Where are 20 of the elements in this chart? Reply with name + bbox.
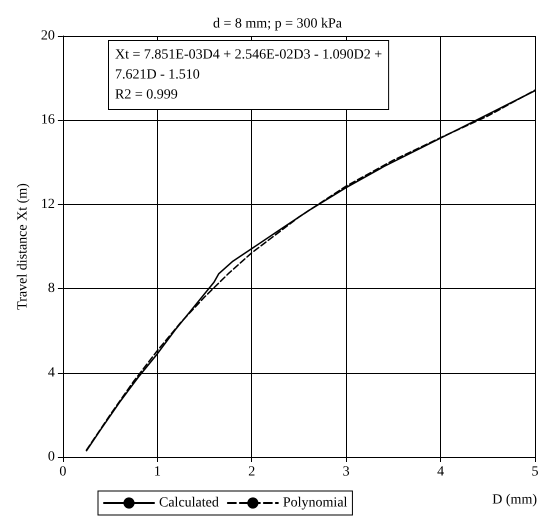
x-tick-label: 5 — [532, 464, 538, 480]
y-tick-label: 0 — [48, 450, 55, 464]
x-tick-label: 4 — [437, 464, 444, 480]
x-tick-label: 0 — [59, 464, 66, 480]
y-tick-label: 16 — [40, 112, 55, 128]
y-axis-title: Travel distance Xt (m) — [16, 182, 30, 310]
annotation: Xt = 7.851E-03D4 + 2.546E-02D3 - 1.090D2 + — [115, 48, 382, 62]
legend-label: Polynomial — [282, 496, 348, 510]
y-tick-label: 8 — [48, 281, 55, 296]
y-tick-label: 12 — [40, 196, 55, 212]
x-axis-title: D (mm) — [492, 492, 538, 508]
y-tick-label: 4 — [48, 365, 55, 380]
x-tick-label: 3 — [342, 464, 350, 480]
annotation: R2 = 0.999 — [115, 88, 178, 102]
y-tick-label: 20 — [40, 28, 55, 44]
legend-label: Calculated — [159, 496, 219, 510]
x-tick-label: 2 — [248, 464, 256, 480]
annotation: 7.621D - 1.510 — [115, 68, 200, 82]
x-tick-label: 1 — [154, 464, 161, 480]
chart-title: d = 8 mm; p = 300 kPa — [213, 16, 343, 32]
